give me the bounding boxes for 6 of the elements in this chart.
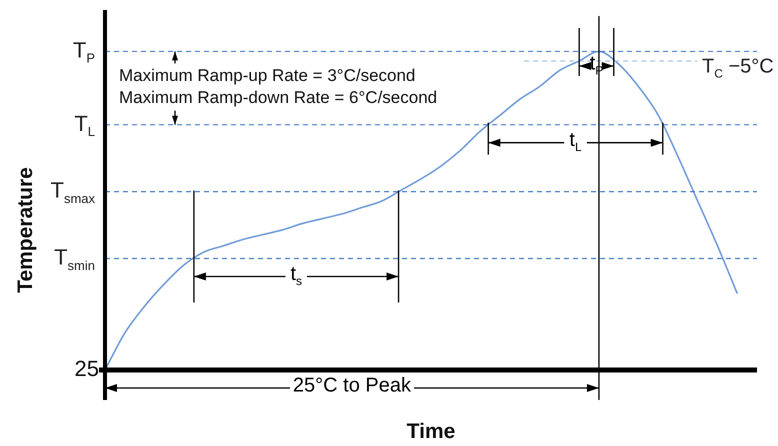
text: 25°C to Peak bbox=[292, 374, 412, 397]
annotation: Maximum Ramp-up Rate = 3°C/second bbox=[119, 66, 416, 86]
annotation: Maximum Ramp-down Rate = 6°C/second bbox=[119, 88, 438, 108]
y-axis-title: Temperature bbox=[14, 167, 37, 293]
text: 25 bbox=[74, 356, 100, 382]
x-axis-title: Time bbox=[406, 420, 456, 443]
